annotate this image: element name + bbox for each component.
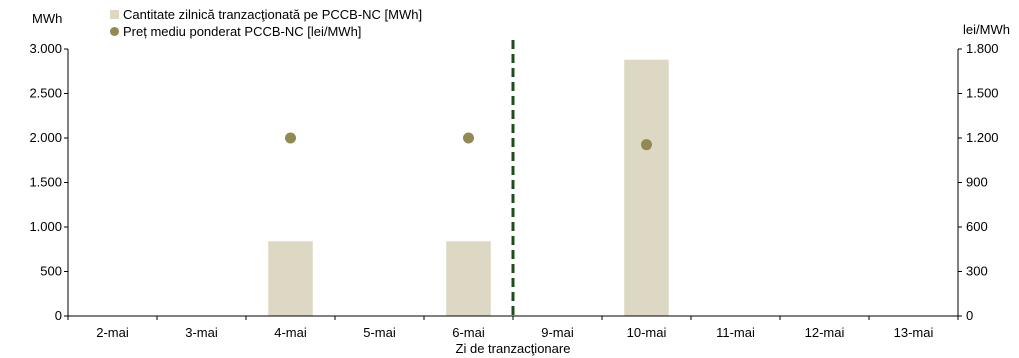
left-tick-label: 1.000: [29, 219, 62, 234]
left-axis-unit: MWh: [32, 11, 63, 26]
right-tick-label: 900: [966, 175, 988, 190]
x-tick-label: 11-mai: [716, 325, 755, 340]
left-tick-label: 1.500: [29, 175, 62, 190]
x-tick-label: 5-mai: [363, 325, 396, 340]
legend: Cantitate zilnică tranzacţionată pe PCCB…: [110, 6, 422, 40]
left-tick-label: 0: [55, 308, 62, 323]
legend-label-quantity: Cantitate zilnică tranzacţionată pe PCCB…: [123, 7, 423, 22]
right-tick-label: 1.200: [966, 130, 999, 145]
price-point-10-mai: [641, 139, 652, 151]
right-tick-label: 1.800: [966, 41, 999, 56]
legend-bar-swatch-icon: [110, 10, 119, 19]
x-axis-title: Zi de tranzacţionare: [455, 341, 571, 356]
right-tick-label: 300: [966, 264, 988, 279]
x-tick-label: 12-mai: [805, 325, 845, 340]
left-tick-label: 2.000: [29, 130, 62, 145]
left-tick-label: 500: [40, 264, 62, 279]
x-tick-label: 9-mai: [541, 325, 574, 340]
price-point-6-mai: [463, 132, 474, 144]
legend-label-price: Preț mediu ponderat PCCB-NC [lei/MWh]: [123, 24, 362, 39]
x-tick-label: 4-mai: [274, 325, 307, 340]
x-tick-label: 10-mai: [627, 325, 667, 340]
bar-6-mai: [446, 241, 491, 316]
right-tick-label: 1.500: [966, 86, 999, 101]
bar-10-mai: [624, 59, 669, 317]
bar-4-mai: [268, 241, 313, 316]
right-axis-unit: lei/MWh: [963, 22, 1010, 37]
x-tick-label: 6-mai: [452, 325, 485, 340]
left-tick-label: 3.000: [29, 41, 62, 56]
legend-dot-icon: [110, 27, 119, 36]
left-tick-label: 2.500: [29, 86, 62, 101]
right-tick-label: 0: [966, 308, 973, 323]
legend-item-quantity: Cantitate zilnică tranzacţionată pe PCCB…: [110, 6, 422, 23]
x-tick-label: 3-mai: [185, 325, 218, 340]
x-tick-label: 13-mai: [894, 325, 934, 340]
right-tick-label: 600: [966, 219, 988, 234]
price-point-4-mai: [285, 132, 296, 144]
legend-item-price: Preț mediu ponderat PCCB-NC [lei/MWh]: [110, 23, 422, 40]
x-tick-label: 2-mai: [96, 325, 129, 340]
